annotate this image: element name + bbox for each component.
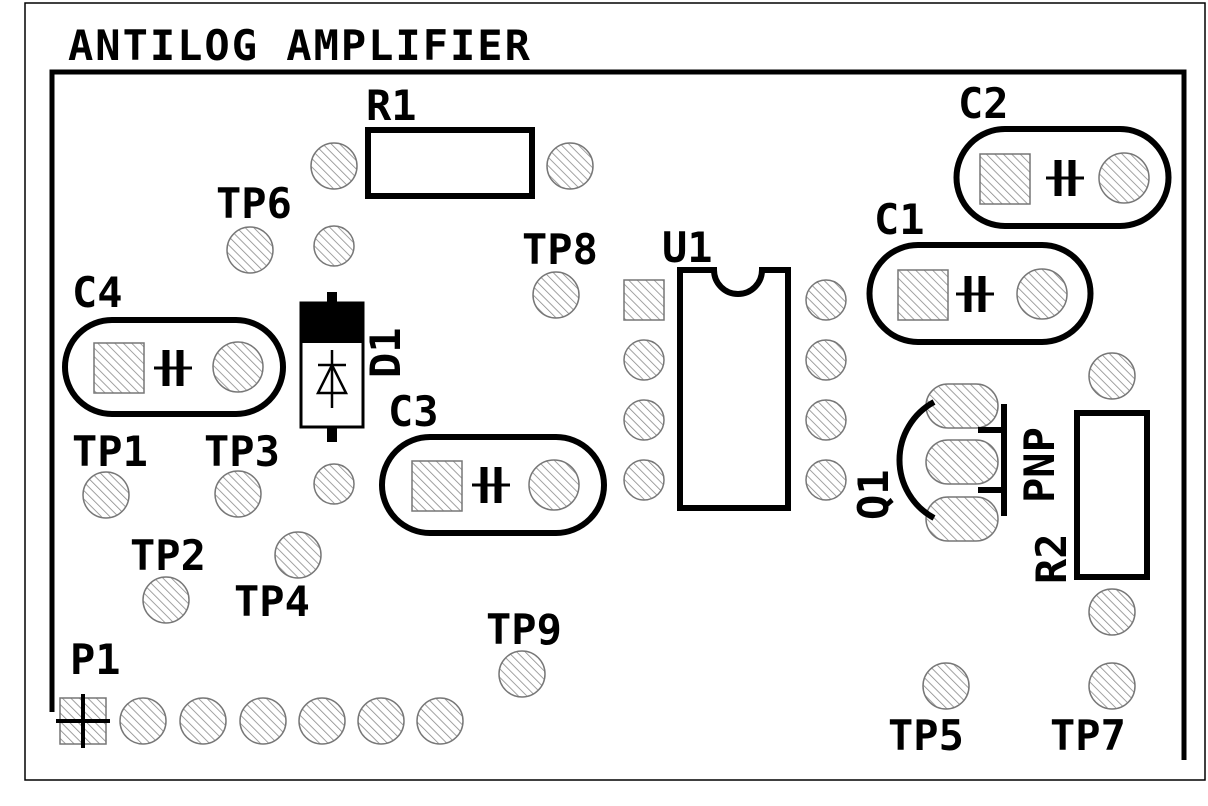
c1-capacitor: C1 [866,195,1094,345]
d1-pad-bottom [313,463,355,505]
c4-label: C4 [72,268,123,317]
d1-label: D1 [361,327,410,378]
tp5-label: TP5 [888,711,964,760]
board-outline [49,69,1187,760]
r2-resistor: R2 [1027,352,1150,636]
tp8: TP8 [522,225,598,319]
tp7-label: TP7 [1050,711,1126,760]
q1-label: Q1 [849,469,898,520]
tp6-label: TP6 [216,179,292,228]
tp9-label: TP9 [486,605,562,654]
q1-transistor: Q1 PNP [849,383,1064,542]
tp1-label: TP1 [72,427,148,476]
r1-resistor: R1 [310,81,594,199]
tp9: TP9 [486,605,562,698]
tp1: TP1 [72,427,148,519]
tp6: TP6 [216,179,292,274]
tp7: TP7 [1050,662,1136,760]
c3-label: C3 [388,387,439,436]
r1-label: R1 [366,81,417,130]
c1-label: C1 [874,195,925,244]
tp4-label: TP4 [234,577,310,626]
tp2: TP2 [130,531,206,624]
tp3: TP3 [204,427,280,518]
d1-diode: D1 [299,292,410,442]
c3-capacitor: C3 [379,387,607,536]
tp8-label: TP8 [522,225,598,274]
tp2-label: TP2 [130,531,206,580]
u1-ic: U1 [623,223,847,511]
d1-pad-top [313,225,355,267]
tp3-label: TP3 [204,427,280,476]
u1-label: U1 [662,223,713,272]
p1-label: P1 [70,635,121,684]
c2-capacitor: C2 [953,79,1172,229]
board-title: ANTILOG AMPLIFIER [68,21,532,70]
q1-type-label: PNP [1015,427,1064,503]
p1-connector: P1 [56,635,464,748]
c4-capacitor: C4 [62,268,286,417]
r2-label: R2 [1027,533,1076,584]
outer-frame [24,2,1206,781]
c2-label: C2 [958,79,1009,128]
tp5: TP5 [888,662,970,760]
tp4: TP4 [234,531,322,626]
